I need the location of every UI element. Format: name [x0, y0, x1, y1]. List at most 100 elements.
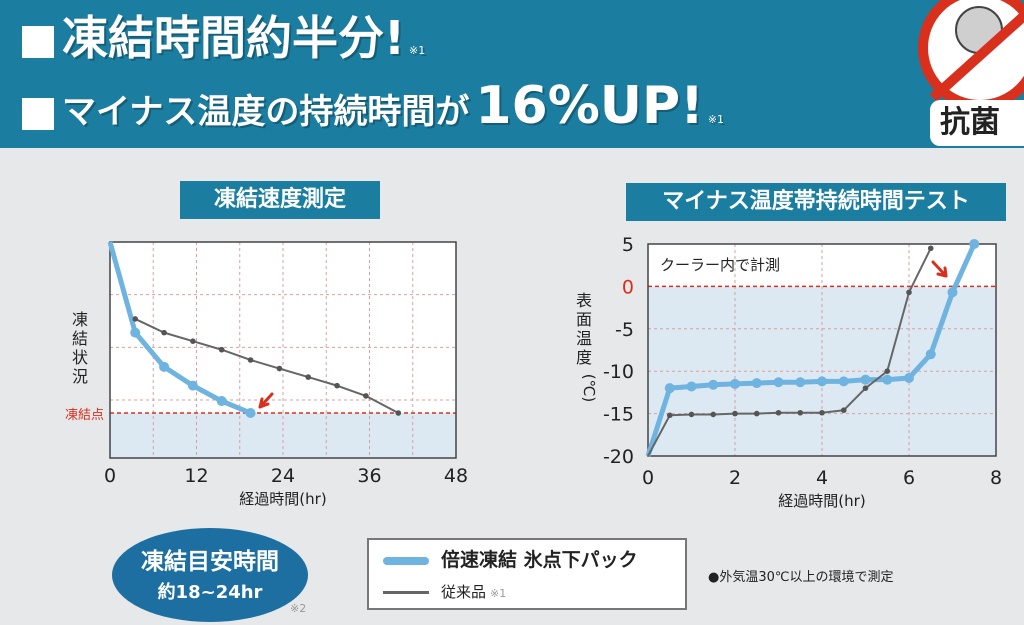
chart2-data-point	[751, 378, 762, 389]
legend-item-new-product: 倍速凍結 氷点下パック	[369, 546, 689, 574]
chart2-x-tick-label: 8	[990, 467, 1002, 489]
legend-label-conventional: 従来品 ※1	[441, 578, 506, 608]
chart1-x-tick-label: 0	[104, 465, 116, 487]
chart2-data-point	[708, 379, 719, 390]
chart1-freezing-point-label: 凍結点	[65, 407, 104, 423]
chart2-data-point	[666, 412, 673, 419]
chart2-series-line-conventional	[647, 247, 932, 457]
chart1-y-axis-label-char: 状	[72, 348, 88, 367]
chart2-y-tick-label: -5	[615, 319, 634, 341]
chart2-data-point	[795, 377, 806, 388]
chart1-y-axis-label-char: 況	[72, 367, 88, 386]
chart1-data-point	[245, 408, 256, 418]
chart1-data-point	[159, 361, 170, 372]
chart1-data-point	[187, 380, 198, 391]
chart1-data-point	[247, 357, 254, 363]
chart2-data-point	[732, 410, 738, 417]
chart1-title: 凍結速度測定	[180, 181, 380, 219]
headline-sub-zero-duration: マイナス温度の持続時間が 16%UP! ※1	[22, 76, 724, 136]
chart1-data-point	[132, 316, 139, 322]
chart1-x-tick-label: 48	[444, 465, 468, 487]
legend-swatch-blue	[383, 557, 429, 565]
chart2-y-tick-label: 0	[622, 276, 634, 298]
headline-freeze-time: 凍結時間約半分! ※1	[22, 2, 425, 68]
chart2-data-point	[688, 411, 695, 418]
chart1-data-point	[305, 374, 312, 380]
headline1-text: 凍結時間約半分!	[62, 11, 405, 65]
chart1-x-tick-label: 24	[271, 465, 295, 487]
chart2-x-tick-label: 4	[816, 467, 828, 489]
chart2-data-point	[947, 287, 958, 298]
chart2-data-point	[969, 239, 980, 249]
chart1-data-point	[334, 382, 340, 389]
chart2-data-point	[882, 374, 893, 385]
chart2-y-tick-label: -10	[603, 361, 634, 383]
chart2-y-tick-label: 5	[622, 234, 634, 256]
chart2-x-axis-label: 経過時間(hr)	[778, 492, 865, 510]
legend-conventional-note: ※1	[490, 587, 507, 600]
chart2-data-point	[797, 409, 804, 416]
chart1-data-point	[216, 396, 227, 407]
legend-label-new-product: 倍速凍結 氷点下パック	[441, 549, 638, 571]
chart2-y-axis-label-char: 温	[576, 329, 592, 348]
chart2-data-point	[819, 409, 825, 416]
chart2-data-point	[664, 383, 675, 394]
chart2-annotation: クーラー内で計測	[660, 256, 780, 274]
chart2-data-point	[710, 411, 717, 418]
chart1-frame	[109, 241, 457, 459]
chart2-data-point	[730, 378, 740, 389]
bullet-square	[22, 97, 54, 130]
chart1-series-line-conventional	[134, 318, 399, 414]
chart2-y-tick-label: -15	[603, 404, 634, 426]
chart2-data-point	[884, 368, 891, 375]
chart2-x-tick-label: 6	[903, 467, 915, 489]
chart2-data-point	[773, 377, 784, 388]
chart1-data-point	[395, 410, 402, 416]
bullet-square	[22, 25, 54, 58]
measurement-condition-note: ●外気温30℃以上の環境で測定	[708, 570, 894, 585]
chart2-data-point	[686, 381, 697, 392]
header-banner: 凍結時間約半分! ※1 マイナス温度の持続時間が 16%UP! ※1 抗菌	[0, 0, 1024, 148]
chart2-y-axis-label-char: 度	[576, 348, 592, 367]
chart1-data-point	[130, 327, 141, 338]
chart2-y-tick-label: -20	[603, 446, 634, 468]
chart1-data-point	[190, 338, 196, 344]
chart1-x-axis-label: 経過時間(hr)	[239, 490, 326, 508]
antibacterial-badge: 抗菌	[930, 100, 1024, 146]
chart1-x-tick-label: 12	[184, 465, 208, 487]
legend-conventional-text: 従来品	[441, 583, 487, 601]
chart-legend: 倍速凍結 氷点下パック 従来品 ※1	[367, 538, 687, 610]
chart2-data-point	[753, 410, 760, 417]
headline2-highlight: 16%UP!	[475, 76, 704, 136]
chart1-data-point	[218, 346, 225, 353]
chart2-data-point	[904, 372, 914, 383]
estimate-title: 凍結目安時間	[141, 549, 279, 575]
legend-item-conventional: 従来品 ※1	[369, 578, 689, 606]
headline2-note: ※1	[707, 113, 725, 126]
chart1-x-tick-label: 36	[357, 465, 381, 487]
chart2-data-point	[862, 385, 869, 391]
chart2-data-point	[817, 376, 827, 387]
chart1-arrow-icon	[258, 392, 274, 409]
chart2-series-line-new	[645, 242, 977, 457]
chart1-y-axis-label-char: 凍	[72, 310, 88, 329]
legend-swatch-gray	[383, 591, 429, 594]
chart2-data-point	[775, 409, 782, 416]
chart2-title: マイナス温度帯持続時間テスト	[626, 183, 1006, 221]
headline1-note: ※1	[408, 44, 426, 57]
chart2-frame	[647, 243, 997, 457]
estimate-value: 約18~24hr	[157, 582, 263, 603]
chart2-y-axis-label-unit: (℃)	[580, 374, 598, 403]
chart2-arrow-icon	[931, 260, 948, 278]
headline2-text: マイナス温度の持続時間が	[62, 92, 470, 132]
freeze-estimate-badge: 凍結目安時間 約18~24hr	[112, 528, 308, 622]
chart2-y-axis-label-char: 表	[576, 291, 592, 310]
chart1-data-point	[161, 329, 167, 336]
chart2-x-tick-label: 2	[729, 467, 741, 489]
chart1-y-axis-label-char: 結	[72, 329, 88, 348]
chart2-x-tick-label: 0	[642, 467, 654, 489]
chart2-data-point	[860, 374, 871, 385]
chart2-data-point	[906, 289, 912, 296]
chart2-data-point	[838, 376, 849, 387]
